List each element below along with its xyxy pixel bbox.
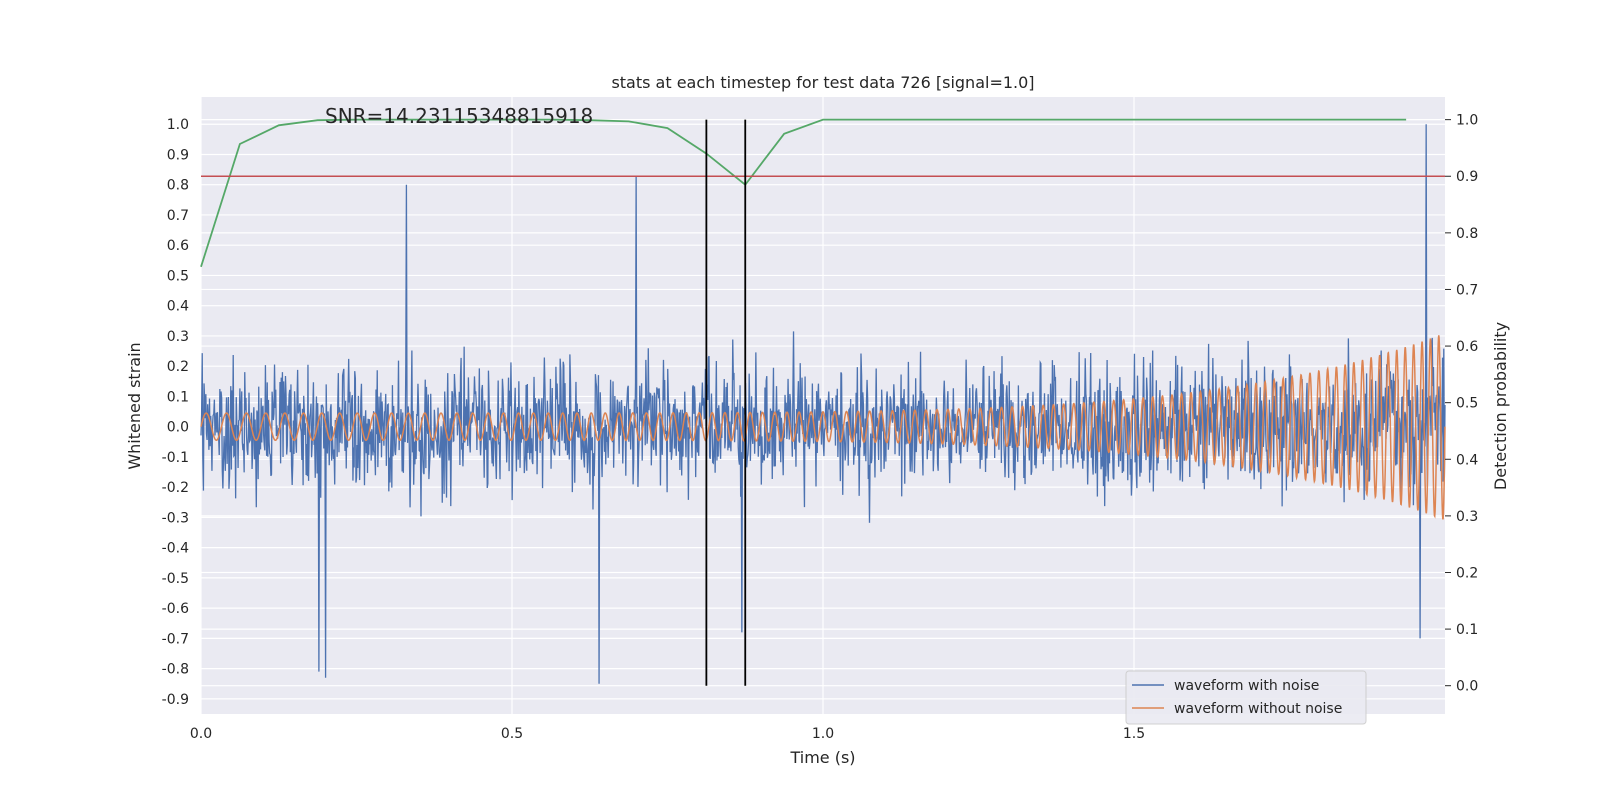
y-tick-label-left: 0.1	[167, 389, 189, 405]
y-tick-label-left: 0.6	[167, 238, 189, 254]
y-tick-label-left: 0.2	[167, 359, 189, 375]
y-tick-label-left: -0.6	[162, 601, 189, 617]
y-axis-label-left: Whitened strain	[125, 342, 144, 469]
y-tick-label-left: 0.4	[167, 299, 189, 315]
y-tick-label-left: -0.8	[162, 662, 189, 678]
y-tick-label-left: -0.2	[162, 480, 189, 496]
y-tick-label-left: -0.3	[162, 510, 189, 526]
legend-label-noisy: waveform with noise	[1174, 678, 1319, 694]
clean-series	[200, 335, 1446, 520]
y-tick-label-left: 1.0	[167, 117, 189, 133]
noisy-series	[200, 124, 1446, 684]
y-tick-label-left: -0.9	[162, 692, 189, 708]
x-tick-label: 1.0	[812, 726, 834, 742]
y-tick-label-right: 0.0	[1456, 679, 1478, 695]
y-tick-label-left: 0.8	[167, 178, 189, 194]
y-tick-label-left: -0.4	[162, 541, 189, 557]
y-tick-label-right: 0.3	[1456, 509, 1478, 525]
y-tick-label-left: -0.5	[162, 571, 189, 587]
snr-annotation: SNR=14.23115348815918	[325, 104, 593, 128]
y-tick-label-left: 0.5	[167, 268, 189, 284]
y-tick-label-right: 0.9	[1456, 169, 1478, 185]
tick-labels: 0.0 0.5 1.0 1.5 1.0 0.9 0.8 0.7 0.6 0.5 0.4 0.3 0.2 0…	[162, 113, 1479, 742]
y-tick-label-left: 0.9	[167, 147, 189, 163]
y-axis-label-right: Detection probability	[1491, 322, 1510, 490]
probability-series	[200, 118, 1407, 268]
y-tick-label-right: 0.5	[1456, 396, 1478, 412]
y-tick-label-right: 1.0	[1456, 113, 1478, 129]
y-tick-label-left: -0.7	[162, 631, 189, 647]
y-tick-label-right: 0.2	[1456, 565, 1478, 581]
detection-probability-line	[200, 118, 1407, 268]
y-tick-label-right: 0.4	[1456, 452, 1478, 468]
y-tick-label-right: 0.8	[1456, 226, 1478, 242]
chart-title: stats at each timestep for test data 726…	[611, 73, 1034, 92]
clean-waveform-line	[200, 335, 1446, 520]
y-tick-label-left: -0.1	[162, 450, 189, 466]
y-tick-label-left: 0.3	[167, 329, 189, 345]
x-tick-label: 1.5	[1123, 726, 1145, 742]
overlays	[201, 119, 1445, 686]
x-tick-label: 0.0	[190, 726, 212, 742]
legend-label-clean: waveform without noise	[1174, 701, 1342, 717]
y-tick-label-right: 0.6	[1456, 339, 1478, 355]
y-tick-label-right: 0.7	[1456, 282, 1478, 298]
x-axis-label: Time (s)	[789, 748, 855, 767]
legend-box	[1125, 670, 1367, 725]
y-tick-label-left: 0.0	[167, 420, 189, 436]
y-tick-label-left: 0.7	[167, 208, 189, 224]
legend: waveform with noise waveform without noi…	[1125, 670, 1367, 725]
y-tick-label-right: 0.1	[1456, 622, 1478, 638]
noisy-waveform-line	[200, 124, 1446, 684]
x-tick-label: 0.5	[501, 726, 523, 742]
